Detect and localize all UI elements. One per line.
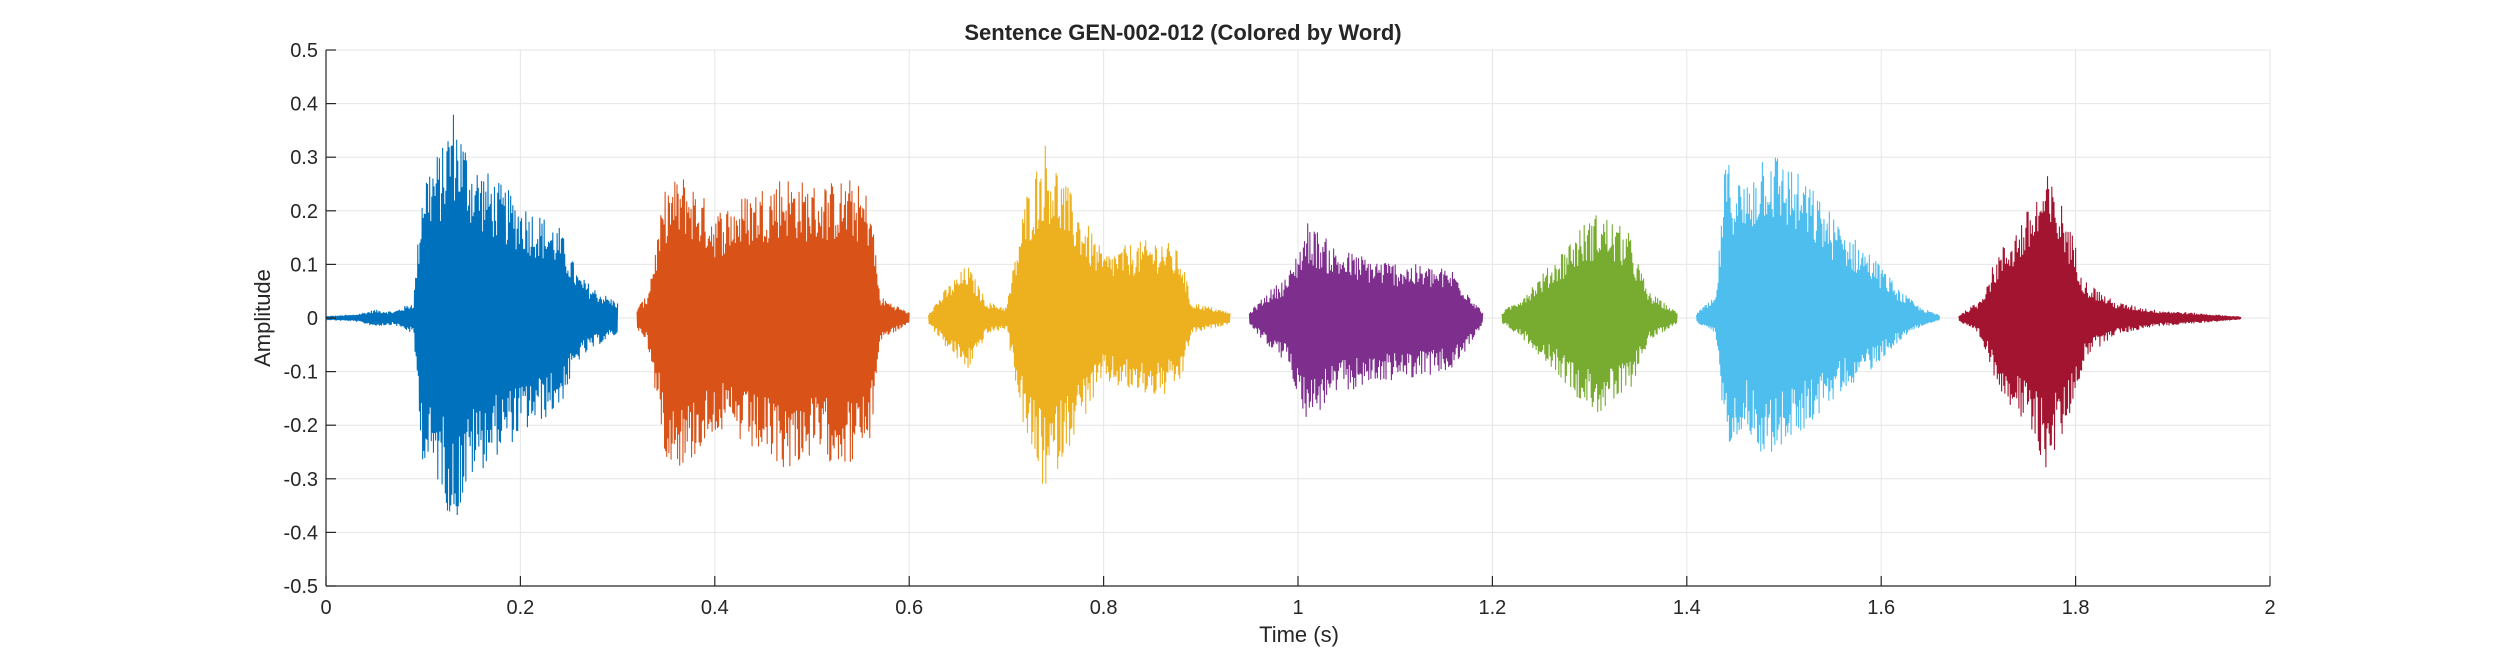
y-tick-label: 0.2	[290, 201, 318, 223]
y-tick-labels: -0.5 -0.4 -0.3 -0.2 -0.1 0 0.1 0.2 0.3 0.4 0.5	[284, 40, 318, 598]
waveform-segment-5	[1501, 215, 1678, 413]
waveform-segment-6	[1695, 157, 1941, 452]
x-tick-label: 2	[2264, 597, 2275, 619]
x-tick-label: 0.6	[895, 597, 923, 619]
x-tick-label: 1	[1292, 597, 1303, 619]
x-tick-label: 0.2	[506, 597, 534, 619]
x-tick-label: 1.4	[1673, 597, 1701, 619]
y-tick-label: 0.4	[290, 94, 318, 116]
x-tick-label: 0.8	[1090, 597, 1118, 619]
x-tick-label: 1.2	[1478, 597, 1506, 619]
x-tick-label: 1.8	[2062, 597, 2090, 619]
y-tick-label: -0.2	[284, 415, 318, 437]
y-tick-label: 0	[307, 308, 318, 330]
y-tick-label: -0.3	[284, 469, 318, 491]
axes	[325, 49, 2271, 587]
y-tick-label: 0.1	[290, 254, 318, 276]
y-tick-label: 0.3	[290, 147, 318, 169]
x-axis-label: Time (s)	[1259, 622, 1339, 647]
y-tick-label: -0.1	[284, 362, 318, 384]
x-tick-label: 1.6	[1867, 597, 1895, 619]
x-tick-label: 0	[320, 597, 331, 619]
waveform-segment-7	[1958, 176, 2242, 468]
waveform-segment-2	[636, 179, 910, 468]
waveform-segment-3	[928, 145, 1231, 484]
waveform-segment-4	[1248, 223, 1484, 417]
y-tick-label: -0.4	[284, 522, 318, 544]
chart-title: Sentence GEN-002-012 (Colored by Word)	[964, 20, 1401, 45]
waveform-segment-1	[325, 114, 619, 516]
y-tick-label: -0.5	[284, 576, 318, 598]
waveform-series	[325, 114, 2242, 516]
x-tick-labels: 0 0.2 0.4 0.6 0.8 1 1.2 1.4 1.6 1.8 2	[320, 597, 2275, 619]
y-axis-label: Amplitude	[250, 269, 275, 367]
x-tick-label: 0.4	[701, 597, 729, 619]
y-tick-label: 0.5	[290, 40, 318, 62]
